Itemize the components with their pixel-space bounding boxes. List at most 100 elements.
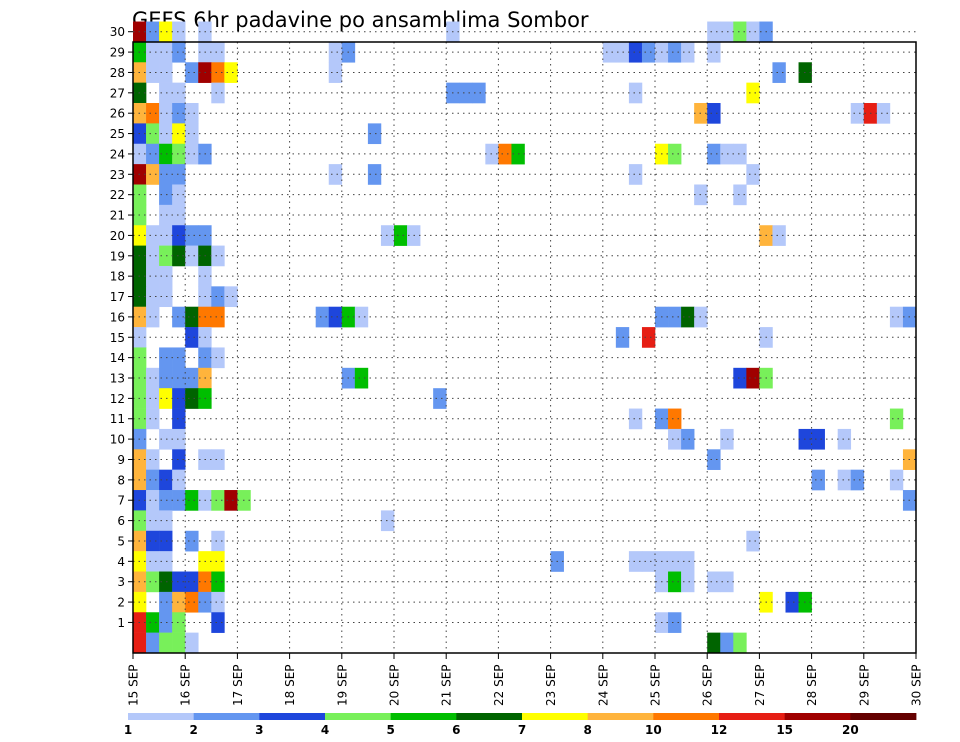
- colorbar-label: 15: [776, 723, 793, 737]
- heatmap-cell: [159, 551, 173, 572]
- y-tick-label: 22: [110, 188, 125, 202]
- heatmap-cell: [185, 490, 199, 511]
- heatmap-cell: [720, 428, 734, 450]
- heatmap-cell: [185, 632, 199, 654]
- colorbar-swatch: [259, 713, 326, 720]
- heatmap-cell: [707, 143, 721, 165]
- heatmap-cell: [172, 103, 186, 124]
- heatmap-cell: [811, 428, 825, 450]
- heatmap-cell: [211, 245, 225, 267]
- colorbar-swatch: [193, 713, 260, 720]
- heatmap-cell: [159, 82, 173, 104]
- heatmap-cell: [681, 41, 695, 63]
- y-tick-label: 10: [110, 433, 125, 447]
- heatmap-cell: [328, 41, 343, 63]
- heatmap-cell: [146, 265, 160, 287]
- heatmap-cell: [211, 449, 225, 470]
- heatmap-cell: [172, 143, 186, 165]
- heatmap-cell: [837, 469, 852, 491]
- heatmap-cell: [159, 367, 173, 389]
- heatmap-cell: [733, 184, 747, 206]
- y-tick-label: 15: [110, 331, 125, 345]
- heatmap-cell: [172, 449, 186, 470]
- heatmap-cell: [681, 571, 695, 593]
- y-tick-label: 2: [117, 596, 125, 610]
- heatmap-cell: [185, 591, 199, 613]
- heatmap-cell: [628, 408, 643, 430]
- heatmap-cell: [876, 103, 891, 124]
- colorbar-label: 10: [645, 723, 662, 737]
- heatmap-cell: [146, 408, 160, 430]
- y-tick-label: 23: [110, 168, 125, 182]
- heatmap-cell: [159, 347, 173, 369]
- heatmap-cell: [733, 21, 747, 43]
- heatmap-cell: [172, 367, 186, 389]
- heatmap-cell: [785, 591, 799, 613]
- heatmap-cell: [185, 123, 199, 145]
- y-tick-label: 13: [110, 372, 125, 386]
- heatmap-cell: [211, 571, 225, 593]
- heatmap-cell: [211, 286, 225, 308]
- heatmap-cell: [172, 428, 186, 450]
- heatmap-cell: [172, 41, 186, 63]
- heatmap-cell: [172, 388, 186, 409]
- heatmap-cell: [224, 286, 238, 308]
- y-tick-label: 28: [110, 66, 125, 80]
- heatmap-cell: [146, 571, 160, 593]
- heatmap-cell: [172, 306, 186, 328]
- heatmap-cell: [889, 306, 904, 328]
- heatmap-cell: [889, 469, 904, 491]
- heatmap-cell: [146, 245, 160, 267]
- heatmap-cell: [641, 327, 656, 348]
- heatmap-cell: [146, 530, 160, 552]
- y-tick-label: 3: [117, 575, 125, 589]
- x-tick-label: 22 SEP: [492, 664, 506, 706]
- colorbar-label: 5: [386, 723, 394, 737]
- heatmap-cell: [720, 632, 734, 654]
- grid-lines: [133, 31, 917, 653]
- heatmap-cell: [185, 530, 199, 552]
- heatmap-cell: [159, 62, 173, 83]
- heatmap-cell: [811, 469, 825, 491]
- heatmap-cell: [668, 143, 682, 165]
- colorbar-swatch: [784, 713, 851, 720]
- heatmap-cell: [668, 551, 682, 572]
- heatmap-cell: [720, 571, 734, 593]
- heatmap-cell: [159, 490, 173, 511]
- heatmap-cell: [185, 306, 199, 328]
- x-tick-label: 25 SEP: [649, 664, 663, 706]
- heatmap-cell: [498, 143, 512, 165]
- heatmap-cell: [837, 428, 852, 450]
- y-tick-label: 8: [117, 473, 125, 487]
- heatmap-cell: [628, 164, 643, 185]
- x-tick-label: 16 SEP: [179, 664, 193, 706]
- heatmap-cell: [668, 612, 682, 633]
- colorbar-swatch: [128, 713, 195, 720]
- heatmap-cell: [185, 245, 199, 267]
- heatmap-cell: [146, 469, 160, 491]
- colorbar-swatch: [719, 713, 786, 720]
- y-axis: 1234567891011121314151617181920212223242…: [110, 25, 133, 630]
- heatmap-cell: [459, 82, 473, 104]
- heatmap-cell: [707, 571, 721, 593]
- y-tick-label: 12: [110, 392, 125, 406]
- y-tick-label: 26: [110, 107, 125, 121]
- heatmap-cell: [746, 367, 760, 389]
- heatmap-cell: [146, 123, 160, 145]
- heatmap-cell: [146, 286, 160, 308]
- heatmap-cell: [159, 103, 173, 124]
- y-tick-label: 6: [117, 514, 125, 528]
- heatmap-cell: [172, 82, 186, 104]
- heatmap-cell: [211, 591, 225, 613]
- heatmap-cell: [159, 265, 173, 287]
- heatmap-cell: [146, 510, 160, 532]
- heatmap-cell: [733, 143, 747, 165]
- plot-frame: [132, 41, 917, 654]
- colorbar-swatch: [653, 713, 720, 720]
- heatmap-cell: [668, 428, 682, 450]
- heatmap-cell: [394, 225, 408, 246]
- colorbar-swatch: [850, 713, 917, 720]
- heatmap-cell: [159, 510, 173, 532]
- heatmap-cell: [746, 164, 760, 185]
- heatmap-cell: [172, 347, 186, 369]
